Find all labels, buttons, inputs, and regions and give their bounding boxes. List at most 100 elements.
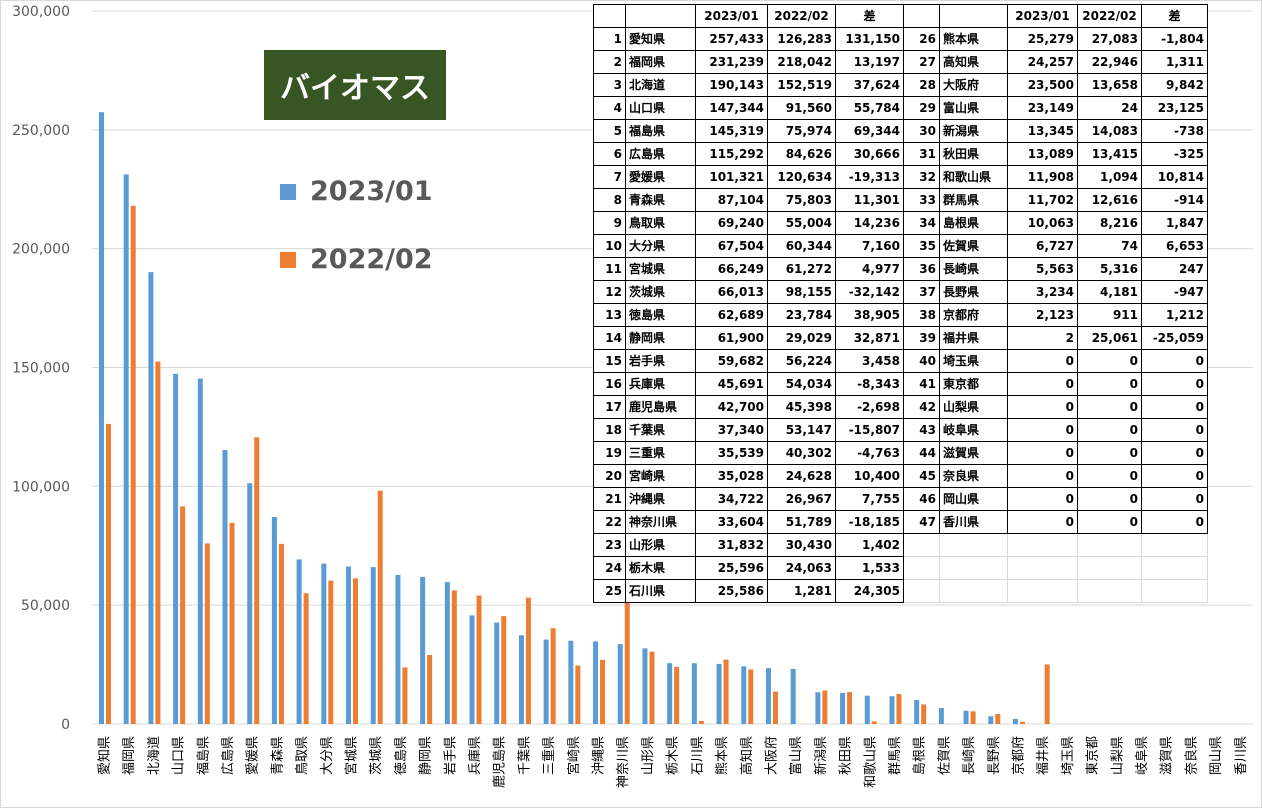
y-tick-label: 200,000 [12, 242, 70, 258]
diff-cell: -2,698 [835, 395, 904, 419]
header-cell: 差 [1141, 4, 1208, 28]
bar-2022 [278, 543, 284, 724]
diff-cell: 3,458 [835, 349, 904, 373]
diff-cell: 37,624 [835, 73, 904, 97]
diff-cell: 0 [1141, 349, 1208, 373]
rank-cell: 29 [903, 96, 940, 120]
bar-2022 [847, 692, 853, 724]
value-2023-cell: 42,700 [695, 395, 768, 419]
table-row: 24 栃木県 25,596 24,063 1,533 [593, 556, 1208, 580]
value-2023-cell: 257,433 [695, 27, 768, 51]
data-table: 2023/01 2022/02 差 2023/01 2022/02 差 1 愛知県 257,43… [593, 4, 1208, 603]
bar-2023 [99, 112, 104, 724]
bar-2023 [321, 563, 327, 724]
value-2022-cell: 0 [1077, 349, 1142, 373]
rank-cell: 8 [593, 188, 626, 212]
diff-cell: -738 [1141, 119, 1208, 143]
rank-cell: 21 [593, 487, 626, 511]
prefecture-cell: 徳島県 [625, 303, 696, 327]
diff-cell: 0 [1141, 418, 1208, 442]
value-2022-cell: 53,147 [767, 418, 836, 442]
legend-item-2022: 2022/02 [280, 244, 433, 275]
diff-cell: 55,784 [835, 96, 904, 120]
prefecture-cell: 香川県 [939, 510, 1008, 534]
value-2022-cell: 0 [1077, 441, 1142, 465]
diff-cell: 13,197 [835, 50, 904, 74]
value-2023-cell: 6,727 [1007, 234, 1078, 258]
prefecture-cell: 山梨県 [939, 395, 1008, 419]
x-tick-label: 山形県 [641, 736, 656, 775]
value-2022-cell: 55,004 [767, 211, 836, 235]
x-tick-label: 長崎県 [962, 736, 977, 775]
x-tick-label: 青森県 [270, 736, 285, 775]
value-2022-cell: 0 [1077, 418, 1142, 442]
value-2022-cell: 56,224 [767, 349, 836, 373]
value-2023-cell: 59,682 [695, 349, 768, 373]
x-tick-label: 宮崎県 [566, 736, 582, 775]
table-row: 19 三重県 35,539 40,302 -4,763 44 滋賀県 0 0 0 [593, 441, 1208, 465]
x-tick-label: 静岡県 [419, 736, 434, 775]
rank-cell: 12 [593, 280, 626, 304]
empty-cell [1077, 579, 1142, 603]
empty-cell [939, 579, 1008, 603]
value-2023-cell: 25,279 [1007, 27, 1078, 51]
rank-cell: 5 [593, 119, 626, 143]
rank-cell: 31 [903, 142, 940, 166]
prefecture-cell: 愛媛県 [625, 165, 696, 189]
value-2023-cell: 31,832 [695, 533, 768, 557]
table-row: 7 愛媛県 101,321 120,634 -19,313 32 和歌山県 11,908 1,0… [593, 165, 1208, 189]
bar-2023 [444, 582, 450, 724]
empty-cell [1141, 579, 1208, 603]
value-2023-cell: 2,123 [1007, 303, 1078, 327]
prefecture-cell: 長野県 [939, 280, 1008, 304]
value-2022-cell: 22,946 [1077, 50, 1142, 74]
table-header-row: 2023/01 2022/02 差 2023/01 2022/02 差 [593, 4, 1208, 28]
value-2023-cell: 35,028 [695, 464, 768, 488]
rank-cell: 46 [903, 487, 940, 511]
rank-cell: 15 [593, 349, 626, 373]
value-2023-cell: 66,249 [695, 257, 768, 281]
rank-cell: 45 [903, 464, 940, 488]
bar-2023 [543, 639, 549, 724]
rank-cell: 32 [903, 165, 940, 189]
y-tick-label: 250,000 [12, 123, 70, 139]
bar-2022 [204, 543, 210, 724]
x-tick-label: 鹿児島県 [492, 736, 508, 788]
prefecture-cell: 山口県 [625, 96, 696, 120]
value-2022-cell: 911 [1077, 303, 1142, 327]
rank-cell: 34 [903, 211, 940, 235]
prefecture-cell: 千葉県 [625, 418, 696, 442]
rank-cell: 26 [903, 27, 940, 51]
x-tick-label: 兵庫県 [468, 736, 483, 775]
legend-label-2022: 2022/02 [310, 244, 433, 275]
value-2022-cell: 74 [1077, 234, 1142, 258]
value-2023-cell: 11,908 [1007, 165, 1078, 189]
rank-cell: 35 [903, 234, 940, 258]
bar-2022 [525, 597, 531, 724]
bar-2023 [914, 700, 920, 724]
table-row: 11 宮城県 66,249 61,272 4,977 36 長崎県 5,563 5,316 247 [593, 257, 1208, 281]
value-2023-cell: 13,345 [1007, 119, 1078, 143]
value-2023-cell: 61,900 [695, 326, 768, 350]
x-tick-label: 茨城県 [369, 736, 384, 775]
bar-2022 [723, 659, 729, 724]
table-row: 23 山形県 31,832 30,430 1,402 [593, 533, 1208, 557]
diff-cell: 69,344 [835, 119, 904, 143]
prefecture-cell: 栃木県 [625, 556, 696, 580]
diff-cell: -32,142 [835, 280, 904, 304]
rank-cell: 23 [593, 533, 626, 557]
x-tick-label: 千葉県 [517, 736, 532, 775]
x-tick-label: 大阪府 [764, 736, 779, 775]
value-2023-cell: 145,319 [695, 119, 768, 143]
table-row: 15 岩手県 59,682 56,224 3,458 40 埼玉県 0 0 0 [593, 349, 1208, 373]
diff-cell: 0 [1141, 372, 1208, 396]
bar-2022 [476, 595, 482, 724]
diff-cell: -947 [1141, 280, 1208, 304]
bar-2022 [600, 659, 606, 724]
x-tick-label: 岡山県 [1209, 736, 1224, 775]
bar-2023 [370, 567, 376, 724]
value-2023-cell: 66,013 [695, 280, 768, 304]
value-2023-cell: 231,239 [695, 50, 768, 74]
bar-2023 [494, 622, 500, 724]
diff-cell: 131,150 [835, 27, 904, 51]
